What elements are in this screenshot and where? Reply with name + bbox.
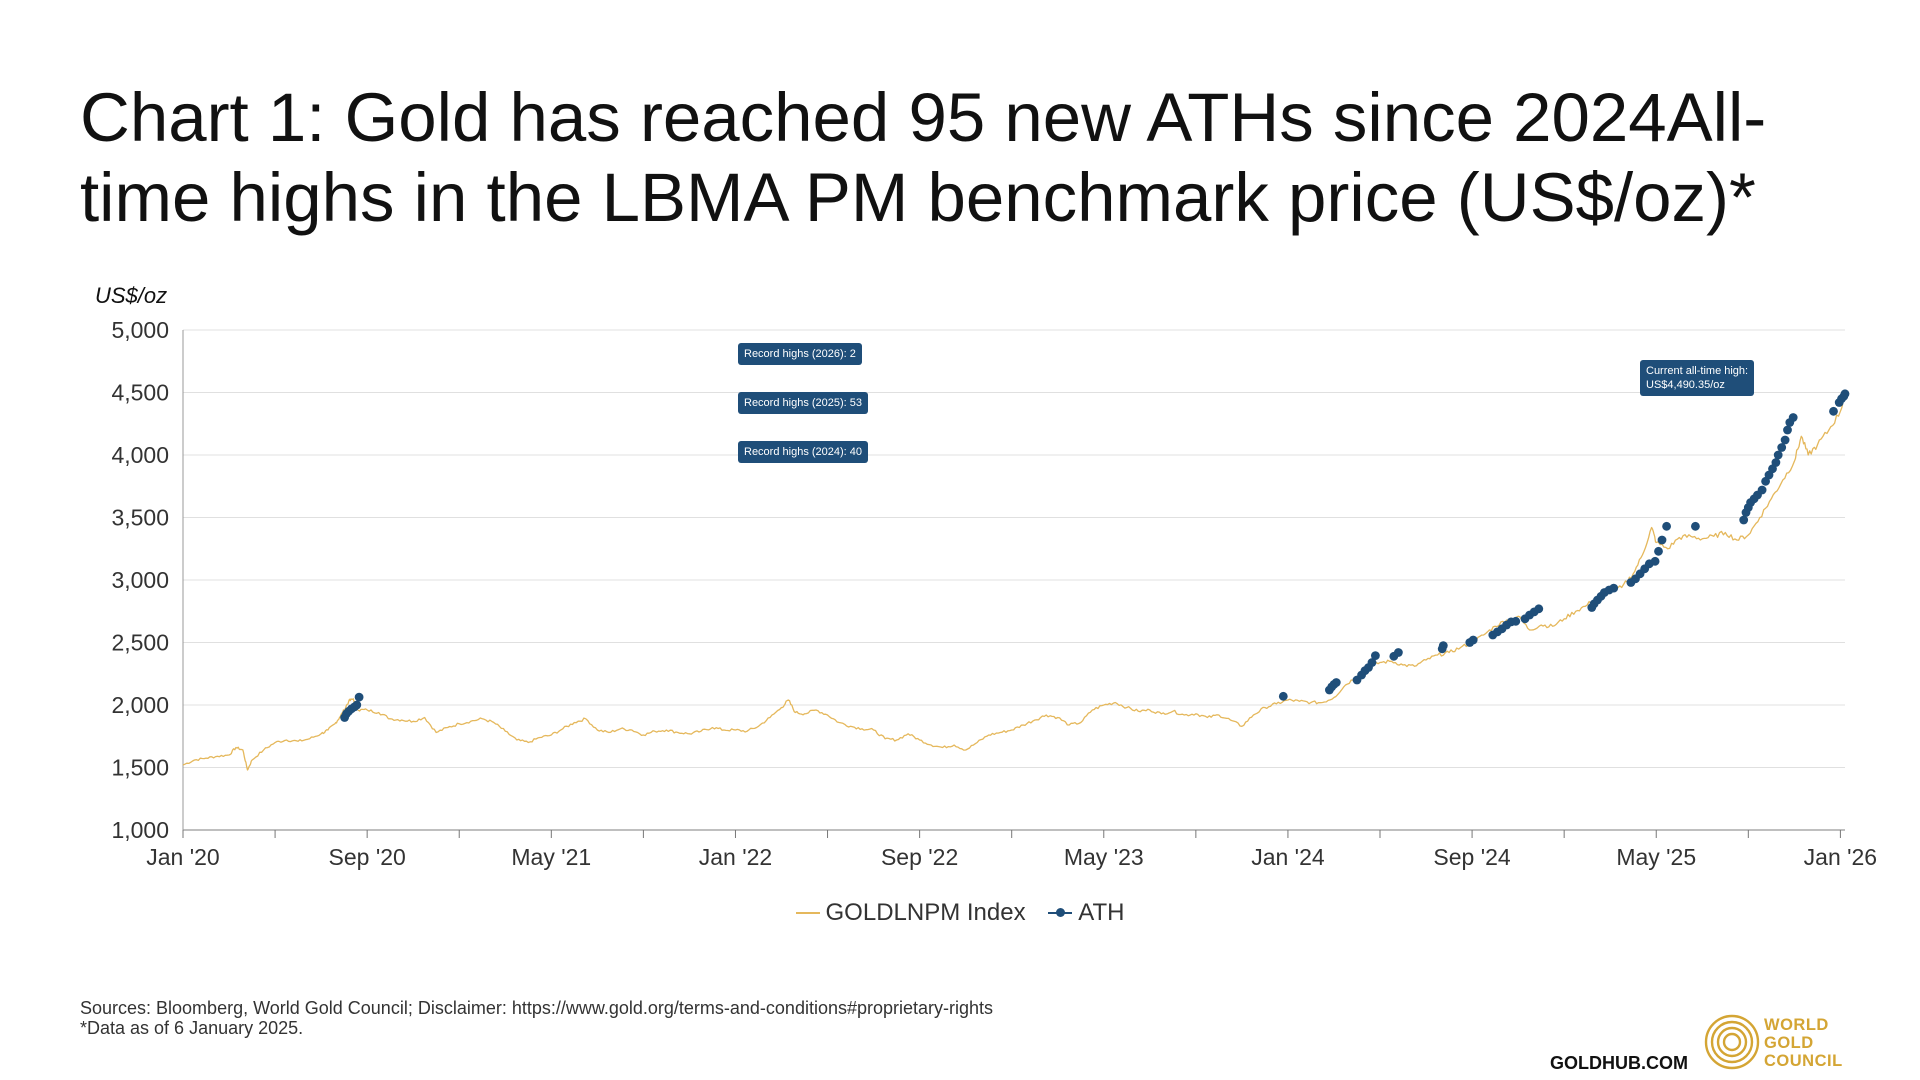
x-tick-label: Jan '22: [699, 844, 772, 870]
ath-marker: [1771, 458, 1781, 467]
ath-marker: [1331, 678, 1341, 687]
sources-note: Sources: Bloomberg, World Gold Council; …: [80, 998, 993, 1038]
ath-marker: [1367, 658, 1377, 667]
legend-label-ath: ATH: [1078, 899, 1125, 926]
x-tick-label: Sep '22: [881, 844, 958, 870]
current-ath-badge: Current all-time high: US$4,490.35/oz: [1640, 360, 1755, 396]
world-gold-council-logo-icon: [1704, 1014, 1760, 1070]
legend-line-swatch: [795, 912, 820, 914]
ath-marker: [1783, 425, 1792, 435]
y-tick-label: 1,500: [111, 755, 169, 781]
x-tick-label: Sep '20: [329, 844, 406, 870]
legend-item-ath[interactable]: ATH: [1048, 899, 1124, 927]
y-tick-label: 1,000: [111, 817, 169, 843]
current-ath-label: Current all-time high:: [1646, 365, 1749, 377]
goldhub-link[interactable]: GOLDHUB.COM: [1550, 1053, 1688, 1073]
record-highs-2025-badge: Record highs (2025): 53: [738, 392, 869, 414]
y-tick-label: 2,500: [111, 630, 169, 656]
ath-marker: [1788, 413, 1798, 422]
ath-marker: [1371, 651, 1380, 660]
y-tick-label: 5,000: [111, 317, 169, 343]
x-tick-label: Jan '26: [1804, 844, 1877, 870]
y-tick-label: 4,000: [111, 442, 169, 468]
logo-line-2: GOLD: [1764, 1034, 1814, 1052]
ath-marker: [1394, 648, 1403, 657]
ath-marker: [1739, 515, 1749, 525]
chart-title: Chart 1: Gold has reached 95 new ATHs si…: [80, 79, 1767, 236]
ath-marker: [1511, 616, 1521, 626]
y-tick-label: 2,000: [111, 692, 169, 718]
ath-marker: [1780, 435, 1790, 445]
record-highs-2026-badge: Record highs (2026): 2: [738, 343, 862, 365]
ath-marker: [1757, 485, 1767, 495]
ath-marker: [352, 700, 362, 710]
legend-item-index[interactable]: GOLDLNPM Index: [795, 899, 1026, 927]
chart-legend: GOLDLNPM Index ATH: [0, 893, 1920, 927]
logo-line-3: COUNCIL: [1764, 1052, 1843, 1070]
y-tick-label: 4,500: [111, 380, 169, 406]
ath-marker: [1609, 583, 1619, 593]
x-tick-label: May '21: [511, 844, 591, 870]
ath-marker: [1840, 389, 1850, 399]
y-tick-label: 3,500: [111, 505, 169, 531]
sources-text: Sources: Bloomberg, World Gold Council; …: [80, 998, 994, 1018]
legend-ath-swatch: [1048, 908, 1073, 917]
ath-marker: [354, 692, 364, 702]
ath-marker: [1278, 691, 1288, 701]
ath-marker: [1691, 521, 1700, 531]
world-gold-council-logo-text: WORLD GOLD COUNCIL: [1764, 1016, 1843, 1070]
ath-marker: [1657, 535, 1667, 545]
goldlnpm-index-line: [182, 393, 1846, 771]
y-tick-label: 3,000: [111, 567, 169, 593]
ath-marker: [1773, 450, 1783, 460]
x-tick-label: May '25: [1616, 844, 1696, 870]
current-ath-value: US$4,490.35/oz: [1646, 379, 1725, 391]
logo-line-1: WORLD: [1764, 1016, 1829, 1034]
ath-marker: [1829, 406, 1838, 416]
x-tick-label: Jan '24: [1251, 844, 1325, 870]
y-axis-unit-label: US$/oz: [95, 283, 168, 308]
x-tick-label: May '23: [1064, 844, 1144, 870]
x-tick-label: Jan '20: [146, 844, 219, 870]
x-tick-label: Sep '24: [1433, 844, 1510, 870]
ath-marker: [1650, 556, 1660, 566]
ath-marker: [1468, 635, 1478, 645]
ath-marker: [1438, 641, 1448, 650]
record-highs-2024-badge: Record highs (2024): 40: [738, 441, 869, 463]
data-date-note: *Data as of 6 January 2025.: [80, 1018, 304, 1038]
ath-marker: [1662, 521, 1671, 531]
ath-marker: [1534, 604, 1544, 614]
ath-marker: [1654, 546, 1663, 556]
ath-marker: [1777, 443, 1787, 452]
legend-label-index: GOLDLNPM Index: [825, 899, 1026, 926]
